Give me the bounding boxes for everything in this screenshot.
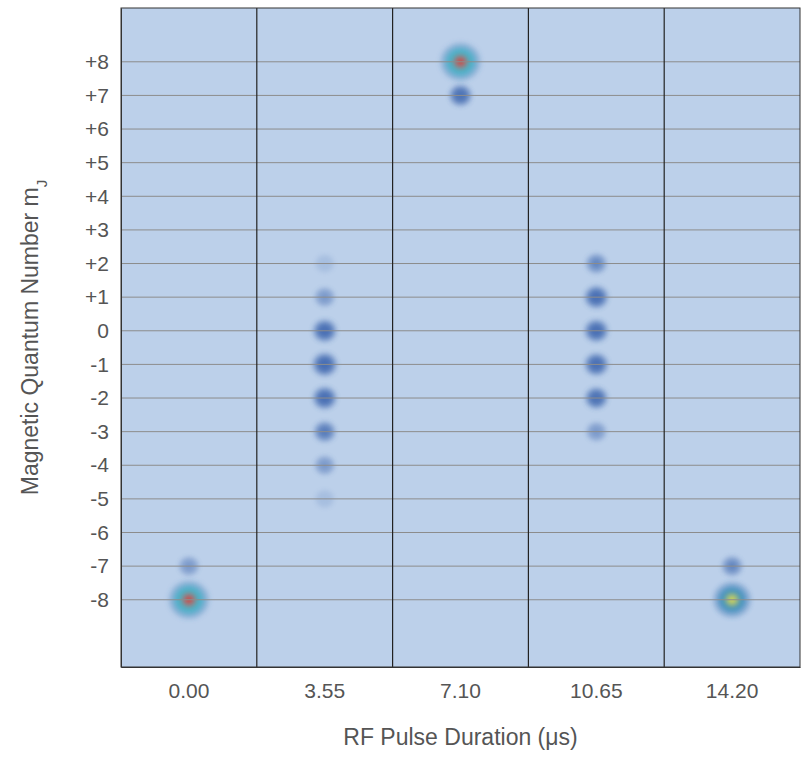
- x-tick-label: 14.20: [706, 679, 759, 702]
- y-tick-label: -3: [90, 420, 109, 443]
- panel-separator: [392, 8, 393, 667]
- x-tick: 0.00: [168, 667, 209, 702]
- y-tick-label: +7: [85, 84, 109, 107]
- x-tick-label: 7.10: [440, 679, 481, 702]
- panel-separator: [256, 8, 257, 667]
- y-tick-label: +6: [85, 117, 109, 140]
- y-tick-label: +2: [85, 252, 109, 275]
- plot-frame: [121, 8, 800, 667]
- grid-line: [121, 297, 800, 298]
- y-axis: +8 +7 +6 +5 +4 +3 +2 +1 0 -1 -2 -3 -4 -5 -6 -7 -8: [85, 9, 121, 668]
- y-tick-label: +8: [85, 50, 109, 73]
- y-tick: +7: [85, 84, 121, 107]
- panel-separator: [664, 8, 665, 667]
- y-tick-label: +4: [85, 185, 109, 208]
- x-tick-label: 0.00: [168, 679, 209, 702]
- y-tick: +8: [85, 50, 121, 73]
- y-tick: -5: [90, 487, 121, 510]
- grid-line: [121, 196, 800, 197]
- y-tick-label: +3: [85, 218, 109, 241]
- grid-line: [121, 162, 800, 163]
- y-axis-line: [121, 9, 122, 668]
- y-tick-label: -5: [90, 487, 109, 510]
- y-tick-label: +1: [85, 285, 109, 308]
- panel-separator: [528, 8, 529, 667]
- plot-background: [121, 8, 800, 667]
- y-axis-title: Magnetic Quantum Number mJ: [17, 180, 50, 496]
- y-tick: +3: [85, 218, 121, 241]
- y-tick: -8: [90, 588, 121, 611]
- x-axis-line: [122, 667, 801, 668]
- panel-separators: [257, 8, 664, 667]
- grid-line: [121, 61, 800, 62]
- y-tick: -7: [90, 554, 121, 577]
- x-tick: 7.10: [440, 667, 481, 702]
- y-tick-label: -2: [90, 386, 109, 409]
- y-tick-label: -6: [90, 521, 109, 544]
- x-axis: 0.00 3.55 7.10 10.65 14.20: [122, 667, 801, 702]
- y-tick-label: +5: [85, 151, 109, 174]
- grid-line: [121, 465, 800, 466]
- grid-line: [121, 95, 800, 96]
- grid-line: [121, 398, 800, 399]
- grid-line: [121, 129, 800, 130]
- x-tick-label: 3.55: [304, 679, 345, 702]
- y-tick: +1: [85, 285, 121, 308]
- y-tick: +5: [85, 151, 121, 174]
- y-tick-label: 0: [97, 319, 109, 342]
- grid-line: [121, 599, 800, 600]
- y-tick: 0: [97, 319, 121, 342]
- y-tick-label: -1: [90, 353, 109, 376]
- y-tick: +6: [85, 117, 121, 140]
- grid-line: [121, 330, 800, 331]
- grid-line: [121, 532, 800, 533]
- x-tick-label: 10.65: [570, 679, 623, 702]
- y-tick-label: -4: [90, 453, 109, 476]
- chart: +8 +7 +6 +5 +4 +3 +2 +1 0 -1 -2 -3 -4 -5 -6 -7 -8 0.00 3.5…: [0, 0, 805, 761]
- y-tick: +4: [85, 185, 121, 208]
- y-tick: -6: [90, 521, 121, 544]
- x-tick: 3.55: [304, 667, 345, 702]
- y-tick-label: -8: [90, 588, 109, 611]
- y-tick: +2: [85, 252, 121, 275]
- y-tick: -1: [90, 353, 121, 376]
- x-tick: 14.20: [706, 667, 759, 702]
- grid-line: [121, 364, 800, 365]
- grid-line: [121, 431, 800, 432]
- grid-line: [121, 263, 800, 264]
- grid: [121, 62, 800, 600]
- x-tick: 10.65: [570, 667, 623, 702]
- y-tick: -3: [90, 420, 121, 443]
- grid-line: [121, 566, 800, 567]
- plot: +8 +7 +6 +5 +4 +3 +2 +1 0 -1 -2 -3 -4 -5 -6 -7 -8 0.00 3.5…: [85, 8, 800, 702]
- y-tick: -2: [90, 386, 121, 409]
- x-axis-title: RF Pulse Duration (μs): [343, 724, 577, 750]
- y-tick-label: -7: [90, 554, 109, 577]
- y-tick: -4: [90, 453, 121, 476]
- grid-line: [121, 229, 800, 230]
- grid-line: [121, 498, 800, 499]
